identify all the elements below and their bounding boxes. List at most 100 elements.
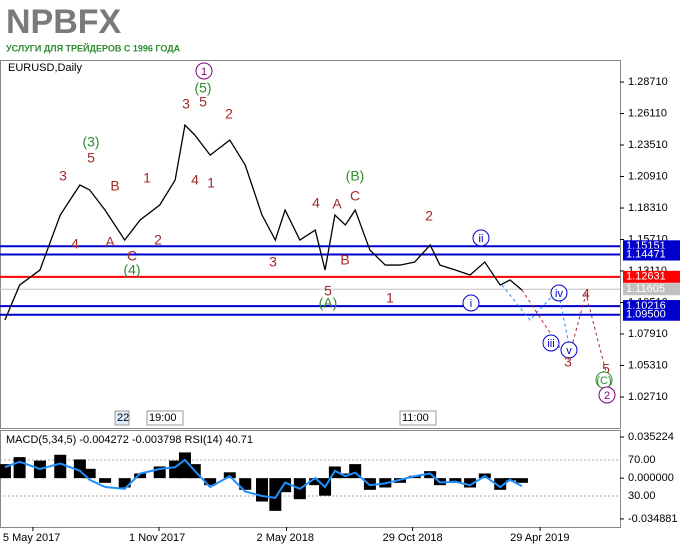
y-tick-label: 1.23510 [628,139,668,151]
wave-label: (A) [319,295,338,311]
macd-bar [269,478,282,511]
y-tick-label: 1.05310 [628,359,668,371]
macd-bar [13,457,26,479]
wave-label: B [340,252,349,268]
time-marker-box [114,410,130,426]
x-tick-label: 5 May 2017 [3,532,60,544]
macd-bar [54,454,67,479]
wave-label: 2 [425,208,433,224]
wave-label: C [127,248,137,264]
level-box [623,283,680,296]
wave-label: (5) [194,80,211,96]
macd-bar [134,473,147,479]
macd-bar [464,478,477,488]
y-tick-label: 1.26110 [628,107,667,119]
wave-label: (3) [82,134,99,150]
forecast-path [521,289,607,373]
wave-label: (C) [596,375,611,387]
wave-label: 5 [87,150,95,166]
wave-label: 5 [199,94,207,110]
y-tick-label: -0.034881 [628,513,678,525]
price-frame [0,60,621,429]
y-tick-label: 1.28710 [628,76,668,88]
wave-label: ii [479,233,484,245]
y-tick-label: 1.20910 [628,170,668,182]
macd-bar [309,478,322,486]
wave-circle [195,62,213,80]
macd-bar [256,478,269,502]
wave-label: 3 [564,354,572,370]
price-line [4,123,523,321]
indicator-frame [0,430,621,528]
wave-label: 5 [324,283,332,299]
level-box [623,270,680,283]
time-marker-box [146,410,184,426]
macd-bar [99,478,112,483]
macd-bar [239,478,252,490]
forecast-path [501,284,571,351]
wave-label: 1 [207,175,215,191]
wave-label: 3 [182,96,190,112]
y2-tick-label: 70.00 [628,454,656,466]
macd-bar [178,452,191,479]
y-tick-label: 0.035224 [628,431,674,443]
level-label: 1.12631 [626,271,666,283]
y-tick-label: 1.02710 [628,391,668,403]
y-tick-label: 0.000000 [628,472,674,484]
wave-circle [542,334,560,352]
wave-label: i [470,298,472,310]
wave-label: 3 [59,168,67,184]
wave-label: B [110,178,119,194]
wave-label: A [332,196,342,212]
time-marker: 22 [117,412,129,424]
macd-bar [515,478,528,483]
macd-bar [449,478,462,483]
wave-label: 1 [201,66,207,78]
macd-bar [118,478,131,488]
wave-label: iii [547,338,554,350]
level-label: 1.09500 [626,309,666,321]
wave-label: v [566,345,572,357]
wave-label: 1 [386,290,394,306]
y-tick-label: 1.18310 [628,202,668,214]
time-marker-box [399,410,437,426]
indicator-label: MACD(5,34,5) -0.004272 -0.003798 RSI(14)… [6,434,253,446]
wave-circle [550,284,568,302]
wave-label: 4 [191,172,199,188]
y2-tick-label: 30.00 [628,490,656,502]
level-label: 1.11605 [626,283,665,295]
wave-circle [472,229,490,247]
level-box [623,308,680,321]
logo-name: NPBFX [6,3,122,41]
wave-label: 5 [602,361,610,377]
x-tick-label: 29 Oct 2018 [383,532,443,544]
y-tick-label: 1.07910 [628,328,668,340]
wave-label: A [105,234,115,250]
wave-label: 4 [71,236,79,252]
wave-label: C [350,188,360,204]
level-label: 1.14471 [626,248,666,260]
rsi-line [4,458,523,499]
macd-bar [83,468,96,479]
wave-circle [462,294,480,312]
wave-circle [598,386,616,404]
wave-label: 1 [143,170,151,186]
wave-label: 2 [154,232,162,248]
wave-label: 3 [269,254,277,270]
logo-tagline: УСЛУГИ ДЛЯ ТРЕЙДЕРОВ С 1996 ГОДА [6,42,181,53]
time-marker: 11:00 [402,412,429,424]
time-marker: 19:00 [149,412,177,424]
x-tick-label: 1 Nov 2017 [129,532,185,544]
x-tick-label: 2 May 2018 [257,532,314,544]
macd-bar [153,466,166,479]
x-tick-label: 29 Apr 2019 [510,532,569,544]
wave-label: 4 [582,286,590,302]
wave-label: 4 [312,195,320,211]
level-box [623,248,680,261]
macd-bar [0,464,11,479]
macd-bar [494,478,507,490]
wave-label: 2 [225,106,233,122]
symbol-label: EURUSD,Daily [8,62,82,74]
